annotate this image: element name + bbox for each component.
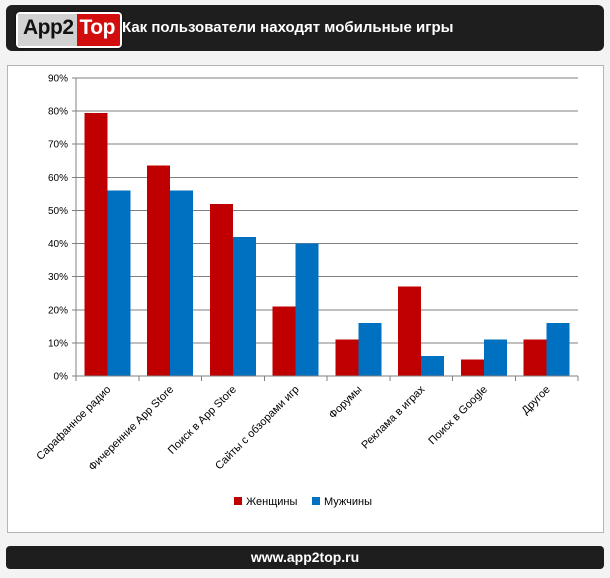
legend-label: Мужчины xyxy=(324,496,372,508)
logo-text-app2: App2 xyxy=(18,14,77,46)
bar-women xyxy=(272,306,296,376)
app2top-logo[interactable]: App2 Top xyxy=(16,12,122,48)
y-tick-label: 50% xyxy=(48,206,68,217)
footer-bar: www.app2top.ru xyxy=(6,546,604,569)
y-tick-label: 10% xyxy=(48,338,68,349)
bar-women xyxy=(398,286,422,376)
bar-women xyxy=(335,339,359,376)
bar-men xyxy=(421,356,445,376)
y-tick-label: 60% xyxy=(48,173,68,184)
bar-men xyxy=(295,243,319,376)
bar-women xyxy=(209,203,233,376)
x-tick-label: Реклама в играх xyxy=(359,383,427,451)
page-title: Как пользователи находят мобильные игры xyxy=(122,19,454,36)
y-tick-label: 30% xyxy=(48,272,68,283)
bar-men xyxy=(483,339,507,376)
y-tick-label: 80% xyxy=(48,107,68,118)
bar-men xyxy=(170,190,194,376)
bar-women xyxy=(84,112,108,376)
bar-men xyxy=(358,323,382,376)
legend-swatch-women xyxy=(234,497,242,505)
x-tick-label: Форумы xyxy=(327,384,365,422)
bar-men xyxy=(546,323,570,376)
x-tick-label: Другое xyxy=(520,384,553,417)
legend-label: Женщины xyxy=(246,496,297,508)
bar-chart: 0%10%20%30%40%50%60%70%80%90%Сарафанное … xyxy=(34,74,579,508)
bar-women xyxy=(147,165,171,376)
header-bar: App2 Top Как пользователи находят мобиль… xyxy=(6,5,604,51)
x-tick-label: Поиск в Google xyxy=(426,384,490,448)
bar-men xyxy=(107,190,131,376)
bar-women xyxy=(460,359,484,376)
bar-women xyxy=(523,339,547,376)
legend-swatch-men xyxy=(312,497,320,505)
bar-men xyxy=(232,236,256,376)
y-tick-label: 20% xyxy=(48,305,68,316)
chart-panel: 0% 10% 20% 30% 40% 50% 60% 70% 80% 90% Сарафанное … xyxy=(7,65,604,533)
y-tick-label: 40% xyxy=(48,239,68,250)
y-tick-label: 70% xyxy=(48,140,68,151)
footer-url-link[interactable]: www.app2top.ru xyxy=(250,549,360,565)
x-tick-label: Поиск в App Store xyxy=(166,384,239,457)
y-tick-label: 90% xyxy=(48,74,68,85)
logo-text-top: Top xyxy=(76,14,120,46)
y-tick-label: 0% xyxy=(54,372,69,383)
